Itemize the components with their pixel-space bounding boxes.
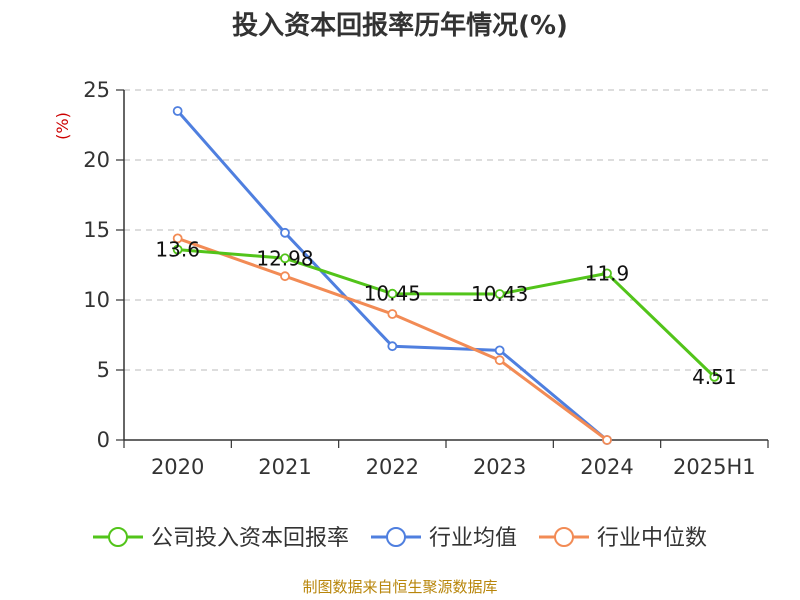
legend-item[interactable]: 行业均值	[371, 526, 517, 551]
legend-label: 行业中位数	[597, 526, 707, 551]
x-tick-label: 2020	[151, 455, 204, 479]
data-point	[387, 309, 398, 319]
chart-title: 投入资本回报率历年情况(%)	[232, 10, 568, 41]
y-tick-label: 0	[97, 428, 110, 452]
data-point	[602, 435, 612, 445]
axes: 0 5 10 15 20 25 2020 2021 2022 2023 2024 2025H1	[83, 78, 769, 479]
legend-marker	[386, 527, 406, 547]
legend-marker	[554, 527, 574, 547]
legend[interactable]: 公司投入资本回报率 行业均值 行业中位数	[93, 526, 707, 551]
series-line	[177, 248, 716, 378]
legend-label: 公司投入资本回报率	[151, 526, 349, 551]
source-note: 制图数据来自恒生聚源数据库	[302, 578, 497, 596]
legend-marker	[108, 527, 128, 547]
y-tick-label: 25	[83, 78, 110, 102]
data-point	[494, 289, 505, 299]
data-point	[280, 253, 290, 264]
y-tick-label: 5	[97, 358, 110, 382]
data-point	[494, 355, 505, 366]
data-label: 10.43	[471, 282, 528, 306]
x-tick-label: 2024	[580, 455, 633, 479]
data-point	[494, 345, 505, 356]
data-label: 11.9	[585, 261, 630, 285]
data-point	[387, 341, 398, 352]
data-label: 10.45	[364, 282, 421, 306]
y-axis-unit-label: (%)	[53, 112, 72, 140]
y-tick-label: 10	[83, 288, 110, 312]
x-tick-label: 2021	[258, 455, 311, 479]
data-label: 4.51	[692, 365, 737, 389]
legend-label: 行业均值	[429, 526, 517, 551]
legend-item[interactable]: 行业中位数	[539, 526, 707, 551]
data-label: 12.98	[256, 246, 313, 270]
data-label: 13.6	[155, 238, 200, 262]
data-point	[602, 268, 612, 279]
series-line	[177, 236, 608, 442]
data-point	[280, 271, 290, 282]
data-point	[172, 233, 183, 244]
data-point	[280, 227, 290, 238]
data-labels: 13.6 12.98 10.45 10.43 11.9 4.51	[155, 238, 736, 389]
data-point	[387, 288, 398, 299]
x-tick-label: 2025H1	[673, 455, 756, 479]
data-point	[172, 244, 183, 255]
x-tick-label: 2022	[366, 455, 419, 479]
legend-item[interactable]: 公司投入资本回报率	[93, 526, 349, 551]
series-group	[172, 106, 720, 445]
y-tick-label: 15	[83, 218, 110, 242]
grid-lines	[124, 89, 768, 371]
data-point	[172, 106, 183, 116]
x-tick-label: 2023	[473, 455, 526, 479]
y-tick-label: 20	[83, 148, 110, 172]
data-point	[709, 371, 720, 382]
